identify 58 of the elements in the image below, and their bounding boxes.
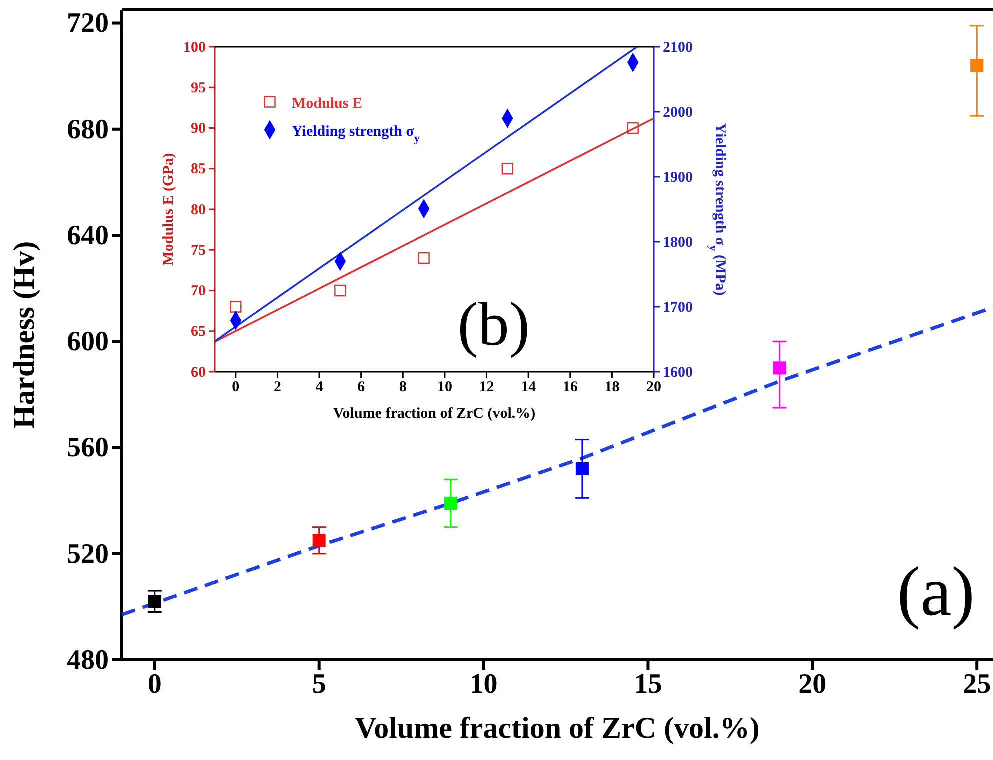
y-tick-label: 65 <box>191 324 206 340</box>
point <box>148 595 162 608</box>
x-tick-label: 16 <box>562 380 578 396</box>
x-tick-label: 0 <box>148 668 162 700</box>
point <box>334 284 346 297</box>
y-tick-label: 100 <box>184 40 206 56</box>
y-tick-label: 640 <box>67 220 109 252</box>
y-tick-label: 480 <box>67 644 109 676</box>
x-tick-label: 2 <box>274 380 282 396</box>
x-tick-label: 10 <box>470 668 498 700</box>
y-tick-label: 560 <box>67 432 109 464</box>
x-tick-label: 10 <box>437 380 452 396</box>
point <box>773 362 786 375</box>
annotation: (b) <box>458 291 530 359</box>
x-tick-label: 0 <box>232 380 240 396</box>
y-axis-title: Modulus E (GPa) <box>161 153 177 266</box>
y-tick-label: 600 <box>67 326 109 358</box>
y-tick-label: 85 <box>191 162 206 178</box>
x-tick-label: 8 <box>399 380 407 396</box>
y-axis-title: Hardness (Hv) <box>8 241 41 429</box>
point <box>444 496 458 510</box>
point <box>627 122 639 134</box>
x-tick-label: 20 <box>798 668 827 700</box>
point <box>576 462 589 476</box>
point <box>502 163 514 175</box>
x-tick-label: 18 <box>604 380 620 396</box>
y-tick-label: 520 <box>67 538 109 570</box>
y2-tick-label: 1900 <box>663 170 693 186</box>
point <box>418 252 430 264</box>
x-tick-label: 20 <box>646 380 662 396</box>
annotation: (a) <box>897 554 975 631</box>
point <box>312 534 326 548</box>
x-axis-title: Volume fraction of ZrC (vol.%) <box>333 406 536 422</box>
y-tick-label: 60 <box>191 364 206 381</box>
y-tick-label: 75 <box>191 242 206 259</box>
x-tick-label: 15 <box>634 668 662 700</box>
x-tick-label: 25 <box>963 668 992 700</box>
x-tick-label: 14 <box>521 380 537 396</box>
point <box>230 301 242 313</box>
point <box>970 59 984 72</box>
legend-label: Yielding strength σ$_{y}$ <box>292 124 420 145</box>
y-tick-label: 70 <box>191 284 206 300</box>
y-tick-label: 720 <box>67 8 109 40</box>
y2-tick-label: 1800 <box>663 234 693 251</box>
x-tick-label: 12 <box>479 380 494 396</box>
y2-tick-label: 2100 <box>663 40 693 56</box>
y-tick-label: 680 <box>67 114 109 146</box>
y2-tick-label: 2000 <box>663 104 693 121</box>
y-tick-label: 80 <box>191 202 206 218</box>
y2-tick-label: 1600 <box>663 364 693 381</box>
x-tick-label: 5 <box>312 668 326 700</box>
y-tick-label: 95 <box>191 80 206 96</box>
x-axis-title: Volume fraction of ZrC (vol.%) <box>355 712 760 745</box>
legend-label: Modulus E <box>292 96 362 112</box>
y2-tick-label: 1700 <box>663 300 693 316</box>
y-tick-label: 90 <box>191 121 206 138</box>
x-tick-label: 4 <box>316 380 324 396</box>
x-tick-label: 6 <box>358 380 366 396</box>
